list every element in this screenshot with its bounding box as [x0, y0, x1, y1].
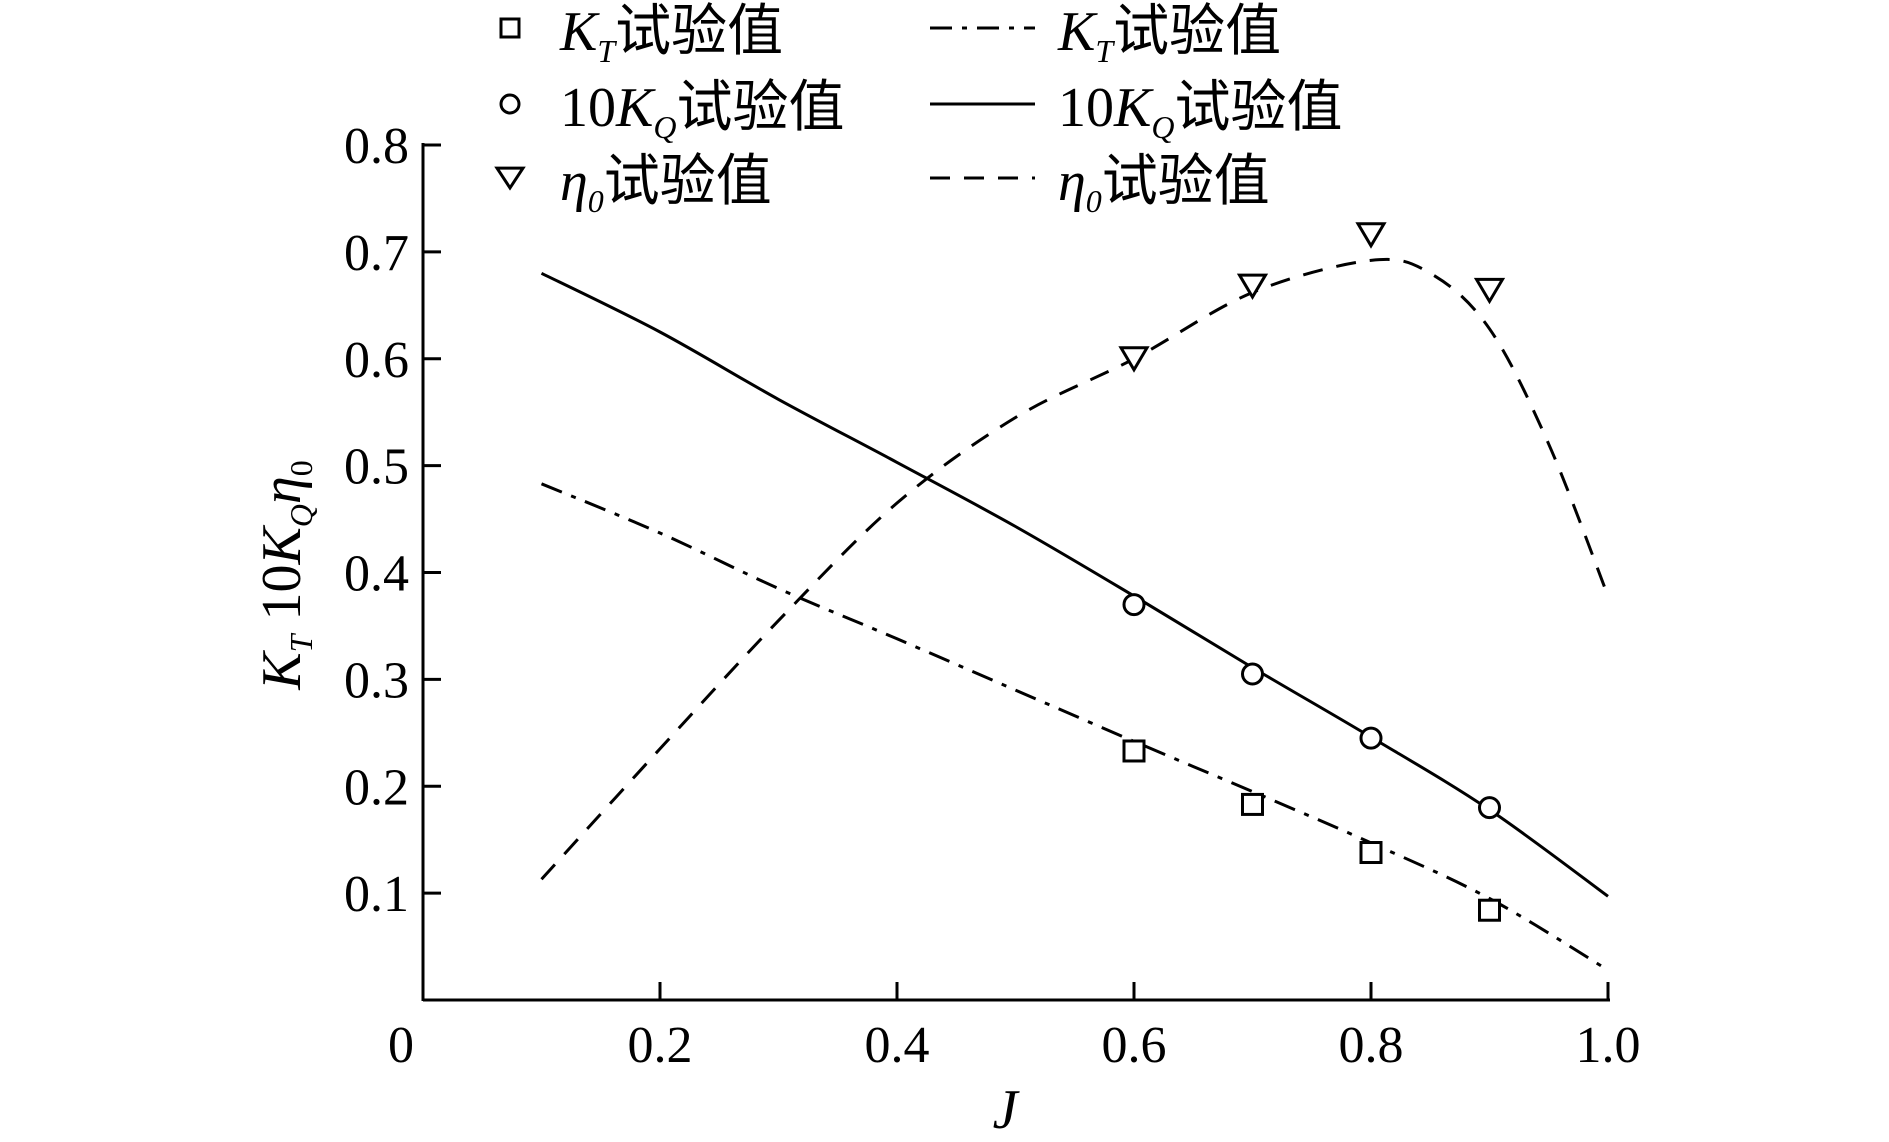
series-markers: [1118, 222, 1506, 922]
legend-label: 10KQ试验值: [1058, 77, 1342, 145]
marker-square: [1241, 792, 1264, 816]
y-tick-label: 0.4: [344, 546, 409, 603]
marker-triangle-down: [1473, 277, 1506, 305]
marker-triangle-down: [1355, 222, 1387, 249]
x-tick-label: 0: [388, 1017, 414, 1074]
x-tick-label: 0.6: [1102, 1017, 1167, 1074]
legend-label: 10KQ试验值: [560, 77, 844, 145]
marker-square: [499, 17, 521, 39]
marker-square: [1478, 898, 1501, 922]
y-tick-label: 0.7: [344, 225, 409, 282]
y-axis-label-text: KT 10KQη0: [251, 460, 319, 690]
marker-triangle-down: [494, 166, 526, 191]
x-tick-label: 1.0: [1576, 1017, 1641, 1074]
y-tick-label: 0.1: [344, 866, 409, 923]
axes: [421, 143, 1610, 1002]
x-axis-ticks: 0 0.2 0.4 0.6 0.8 1.0: [388, 982, 1641, 1074]
series-line-dashed: [540, 257, 1610, 881]
y-tick-label: 0.3: [344, 652, 409, 709]
marker-square: [1359, 841, 1383, 865]
y-axis-label: KT 10KQη0: [251, 460, 319, 690]
x-axis-label: J: [993, 1079, 1021, 1141]
x-tick-label: 0.2: [628, 1017, 693, 1074]
y-tick-label: 0.2: [344, 759, 409, 816]
marker-square: [1122, 739, 1146, 763]
x-tick-label: 0.8: [1339, 1017, 1404, 1074]
marker-circle: [1241, 662, 1264, 686]
y-tick-label: 0.6: [344, 332, 409, 389]
marker-circle: [1122, 593, 1146, 617]
y-tick-label: 0.8: [344, 118, 409, 175]
series-line-solid: [540, 271, 1609, 898]
legend-label: η0试验值: [1058, 151, 1270, 219]
marker-circle: [1478, 796, 1501, 820]
marker-circle: [499, 93, 521, 115]
series-line-dash-dot: [540, 482, 1609, 972]
marker-triangle-down: [1236, 273, 1269, 301]
marker-triangle-down: [1118, 346, 1150, 373]
legend-label: η0试验值: [560, 151, 772, 219]
legend-label: KT试验值: [559, 1, 783, 69]
series-lines: [540, 257, 1610, 972]
x-tick-label: 0.4: [865, 1017, 930, 1074]
marker-circle: [1359, 726, 1383, 750]
y-axis-ticks: 0.1 0.2 0.3 0.4 0.5 0.6 0.7 0.8: [344, 118, 441, 923]
y-tick-label: 0.5: [344, 439, 409, 496]
legend-label: KT试验值: [1057, 1, 1281, 69]
